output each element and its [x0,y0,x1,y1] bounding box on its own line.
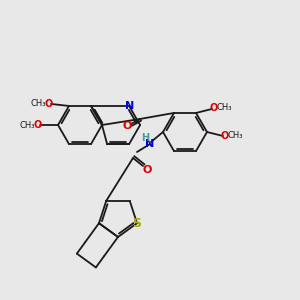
Text: O: O [122,121,132,131]
Text: O: O [142,165,152,175]
Text: O: O [221,131,229,141]
Text: H: H [141,133,149,143]
Text: O: O [34,120,42,130]
Text: CH₃: CH₃ [19,121,35,130]
Text: N: N [125,101,135,111]
Text: S: S [133,217,142,230]
Text: O: O [45,99,53,109]
Text: CH₃: CH₃ [216,103,232,112]
Text: CH₃: CH₃ [227,131,243,140]
Text: CH₃: CH₃ [30,99,46,108]
Text: N: N [146,139,154,149]
Text: O: O [210,103,218,113]
